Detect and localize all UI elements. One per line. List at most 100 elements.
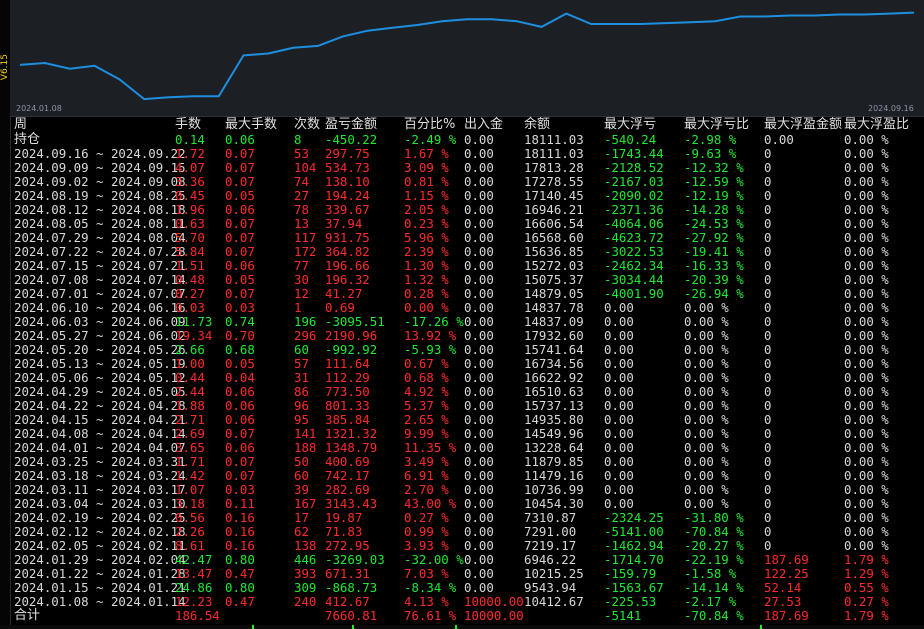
holding-row[interactable]: 持仓 0.14 0.06 8 -450.22 -2.49 % 0.00 18111.03 -54… — [14, 133, 924, 147]
column-header[interactable]: 手数 — [175, 117, 202, 132]
week-range: 2024.06.03 ~ 2024.06.09 — [14, 314, 186, 329]
table-row[interactable]: 2024.05.27 ~ 2024.06.02 19.34 0.70 296 2190.… — [14, 329, 924, 343]
table-cell: 0.80 — [225, 552, 255, 567]
column-header[interactable]: 出入金 — [464, 117, 504, 132]
table-row[interactable]: 2024.04.08 ~ 2024.04.14 2.69 0.07 141 1321.3… — [14, 427, 924, 441]
table-cell: 0 — [764, 468, 772, 483]
table-row[interactable]: 2024.08.19 ~ 2024.08.25 0.45 0.05 27 194.24 1… — [14, 189, 924, 203]
table-cell: 0 — [764, 258, 772, 273]
table-row[interactable]: 2024.09.16 ~ 2024.09.22 1.72 0.07 53 297.75 1… — [14, 147, 924, 161]
table-cell: 0.56 — [175, 510, 205, 525]
table-cell: 0 — [764, 384, 772, 399]
table-row[interactable]: 2024.04.15 ~ 2024.04.21 2.71 0.06 95 385.84 2… — [14, 413, 924, 427]
table-row[interactable]: 2024.02.05 ~ 2024.02.11 8.61 0.16 138 272.95… — [14, 539, 924, 553]
table-cell: -9.63 % — [684, 146, 737, 161]
column-header[interactable]: 周 — [14, 117, 28, 132]
week-range: 2024.02.12 ~ 2024.02.18 — [14, 524, 186, 539]
total-row[interactable]: 合计 186.54 7660.81 76.61 % 10000.00 -5141 -70.8… — [14, 609, 924, 623]
table-row[interactable]: 2024.04.22 ~ 2024.04.28 1.88 0.06 96 801.33 5… — [14, 399, 924, 413]
table-row[interactable]: 2024.03.11 ~ 2024.03.17 1.07 0.03 39 282.69 2… — [14, 483, 924, 497]
table-row[interactable]: 2024.05.13 ~ 2024.05.19 1.00 0.05 57 111.64 0… — [14, 357, 924, 371]
table-cell: -5.93 % — [404, 342, 457, 357]
bottom-scrollbar[interactable] — [0, 625, 924, 629]
table-cell: 13.92 % — [404, 328, 457, 343]
table-row[interactable]: 2024.03.04 ~ 2024.03.10 3.18 0.11 167 3143.4… — [14, 497, 924, 511]
table-cell: 0.48 — [175, 272, 205, 287]
table-cell: -225.53 — [604, 594, 657, 609]
table-cell: 71.83 — [325, 524, 363, 539]
table-cell: 0.00 % — [844, 398, 889, 413]
column-header[interactable]: 最大浮盈比 — [844, 117, 910, 132]
table-row[interactable]: 2024.05.20 ~ 2024.05.26 2.66 0.68 60 -992.92… — [14, 343, 924, 357]
column-header[interactable]: 百分比% — [404, 117, 456, 132]
table-cell: 15636.85 — [524, 244, 584, 259]
table-cell: 0.05 — [225, 356, 255, 371]
column-header[interactable]: 盈亏金额 — [325, 117, 378, 132]
table-cell: 0.55 % — [844, 580, 889, 595]
column-header[interactable]: 最大浮盈金额 — [764, 117, 843, 132]
table-row[interactable]: 2024.07.15 ~ 2024.07.21 1.51 0.06 77 196.66 1… — [14, 259, 924, 273]
table-row[interactable]: 2024.01.08 ~ 2024.01.14 12.23 0.47 240 412.6… — [14, 595, 924, 609]
column-header[interactable]: 余额 — [524, 117, 551, 132]
table-cell: 194.24 — [325, 188, 370, 203]
table-row[interactable]: 2024.04.01 ~ 2024.04.07 3.65 0.06 188 1348.7… — [14, 441, 924, 455]
table-cell: 2.26 — [175, 524, 205, 539]
table-cell: 0 — [764, 244, 772, 259]
table-cell: 0.00 — [464, 538, 494, 553]
table-cell: 0.07 — [225, 244, 255, 259]
table-cell: -868.73 — [325, 580, 378, 595]
table-cell: 122.25 — [764, 566, 809, 581]
table-row[interactable]: 2024.02.19 ~ 2024.02.25 0.56 0.16 17 19.87 0.… — [14, 511, 924, 525]
table-row[interactable]: 2024.03.18 ~ 2024.03.24 1.42 0.07 60 742.17 6… — [14, 469, 924, 483]
table-cell: 111.64 — [325, 356, 370, 371]
table-row[interactable]: 2024.07.22 ~ 2024.07.28 5.84 0.07 172 364.82… — [14, 245, 924, 259]
table-row[interactable]: 2024.01.22 ~ 2024.01.28 13.47 0.47 393 671.3… — [14, 567, 924, 581]
table-cell: 8.61 — [175, 538, 205, 553]
table-cell: -3022.53 — [604, 244, 664, 259]
table-row[interactable]: 2024.07.29 ~ 2024.08.04 5.70 0.07 117 931.75… — [14, 231, 924, 245]
table-row[interactable]: 2024.09.02 ~ 2024.09.08 3.36 0.07 74 138.10 0… — [14, 175, 924, 189]
column-header[interactable]: 次数 — [294, 117, 321, 132]
table-row[interactable]: 2024.08.05 ~ 2024.08.11 0.63 0.07 13 37.94 0.… — [14, 217, 924, 231]
table-cell: 0.07 — [225, 468, 255, 483]
table-row[interactable]: 2024.08.12 ~ 2024.08.18 1.96 0.06 78 339.67 2… — [14, 203, 924, 217]
table-cell: 187.69 — [764, 552, 809, 567]
table-cell: 0 — [764, 328, 772, 343]
table-row[interactable]: 2024.06.03 ~ 2024.06.09 11.73 0.74 196 -3095… — [14, 315, 924, 329]
table-cell: 0.07 — [225, 426, 255, 441]
table-row[interactable]: 2024.05.06 ~ 2024.05.12 0.44 0.04 31 112.29 0… — [14, 371, 924, 385]
table-cell: 188 — [294, 440, 317, 455]
table-cell: 0.00 — [604, 440, 634, 455]
table-cell: 0.00 % — [844, 454, 889, 469]
table-row[interactable]: 2024.01.15 ~ 2024.01.21 24.86 0.80 309 -868.… — [14, 581, 924, 595]
week-range: 2024.05.27 ~ 2024.06.02 — [14, 328, 186, 343]
table-row[interactable]: 2024.07.08 ~ 2024.07.14 0.48 0.05 30 196.32 1… — [14, 273, 924, 287]
table-cell: 0.00 % — [844, 188, 889, 203]
table-cell: -31.80 % — [684, 510, 744, 525]
table-cell: 0.07 — [225, 286, 255, 301]
column-header[interactable]: 最大浮亏比 — [684, 117, 750, 132]
table-cell: 0.00 % — [684, 426, 729, 441]
table-cell: 138.10 — [325, 174, 370, 189]
table-cell: 4.13 % — [404, 594, 449, 609]
table-row[interactable]: 2024.04.29 ~ 2024.05.05 2.44 0.06 86 773.50 4… — [14, 385, 924, 399]
table-cell: 15075.37 — [524, 272, 584, 287]
table-cell: 0.00 — [464, 314, 494, 329]
table-cell: -1.58 % — [684, 566, 737, 581]
table-cell: 60 — [294, 342, 309, 357]
column-header[interactable]: 最大浮亏 — [604, 117, 657, 132]
table-row[interactable]: 2024.03.25 ~ 2024.03.31 1.71 0.07 50 400.69 3… — [14, 455, 924, 469]
table-cell: 12.23 — [175, 594, 213, 609]
table-row[interactable]: 2024.06.10 ~ 2024.06.16 0.03 0.03 1 0.69 0.00… — [14, 301, 924, 315]
table-row[interactable]: 2024.07.01 ~ 2024.07.07 0.27 0.07 12 41.27 0.… — [14, 287, 924, 301]
table-cell: -70.84 % — [684, 524, 744, 539]
column-header[interactable]: 最大手数 — [225, 117, 278, 132]
table-cell: -2128.52 — [604, 160, 664, 175]
table-body: 2024.09.16 ~ 2024.09.22 1.72 0.07 53 297.75 1… — [14, 147, 924, 609]
table-row[interactable]: 2024.09.09 ~ 2024.09.15 4.07 0.07 104 534.73… — [14, 161, 924, 175]
table-cell: 7660.81 — [325, 608, 378, 623]
week-range: 2024.09.16 ~ 2024.09.22 — [14, 146, 186, 161]
table-row[interactable]: 2024.01.29 ~ 2024.02.04 42.47 0.80 446 -3269… — [14, 553, 924, 567]
table-cell: 0.00 — [464, 216, 494, 231]
table-row[interactable]: 2024.02.12 ~ 2024.02.18 2.26 0.16 62 71.83 0.… — [14, 525, 924, 539]
